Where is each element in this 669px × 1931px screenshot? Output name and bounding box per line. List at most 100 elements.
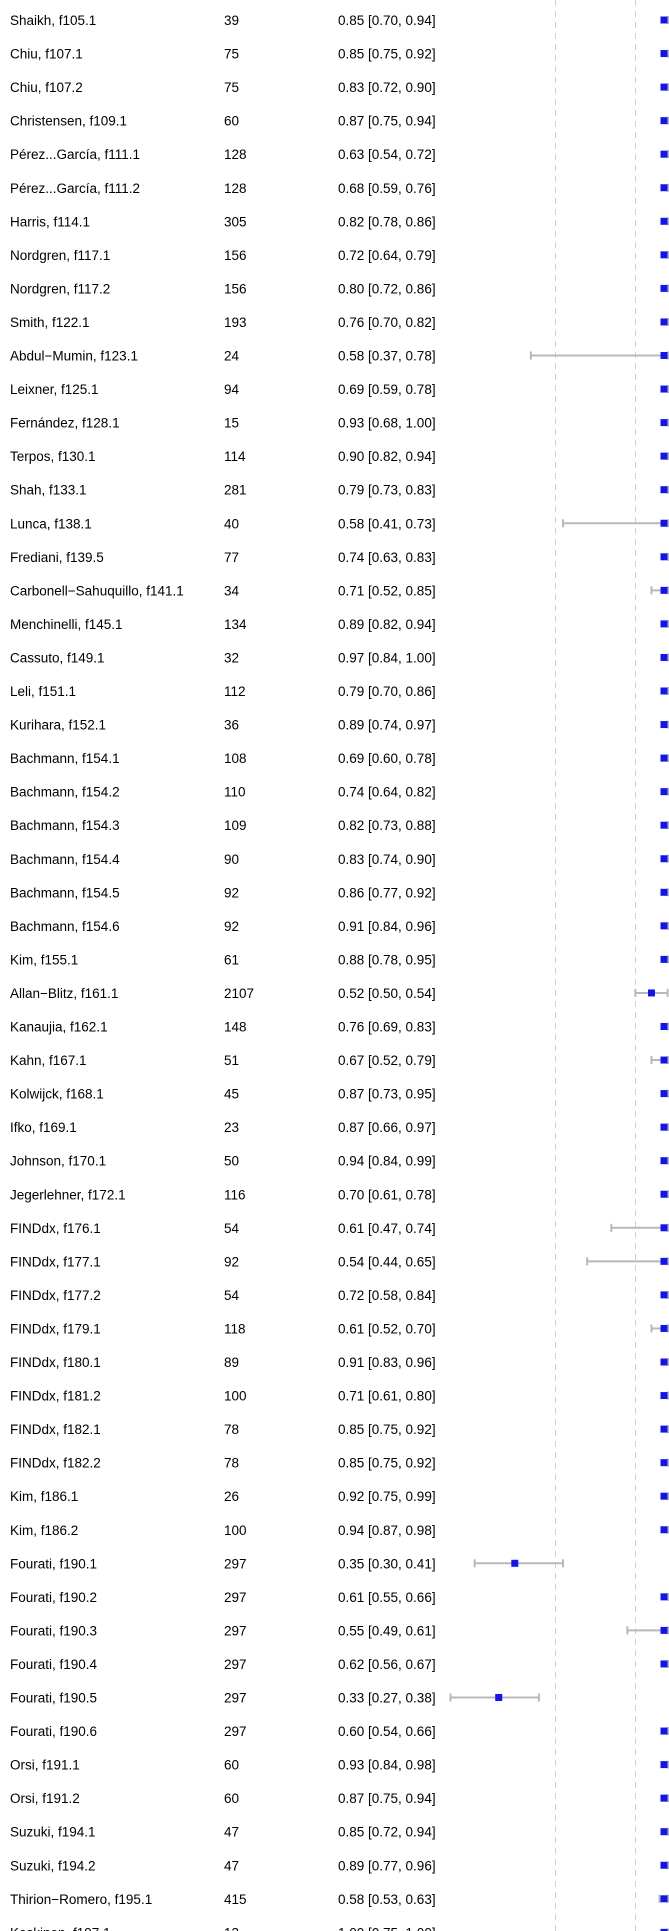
study-label: Fourati, f190.2 (10, 1590, 97, 1605)
study-row: Menchinelli, f145.1 134 0.89 [0.82, 0.94] (10, 617, 669, 632)
study-row: FINDdx, f182.2 78 0.85 [0.75, 0.92] (10, 1456, 669, 1471)
study-row: Orsi, f191.1 60 0.93 [0.84, 0.98] (10, 1758, 669, 1773)
study-row: Bachmann, f154.3 109 0.82 [0.73, 0.88] (10, 818, 669, 833)
study-row: Bachmann, f154.5 92 0.86 [0.77, 0.92] (10, 885, 669, 900)
study-label: FINDdx, f182.1 (10, 1422, 101, 1437)
sample-size: 110 (224, 785, 246, 800)
study-label: Thirion−Romero, f195.1 (10, 1892, 152, 1907)
point-estimate (661, 318, 668, 325)
study-row: FINDdx, f177.2 54 0.72 [0.58, 0.84] (10, 1288, 669, 1303)
study-row: Kim, f186.1 26 0.92 [0.75, 0.99] (10, 1489, 669, 1504)
point-estimate (661, 1359, 668, 1366)
estimate-ci-text: 0.61 [0.52, 0.70] (338, 1321, 436, 1336)
study-row: Fourati, f190.4 297 0.62 [0.56, 0.67] (10, 1657, 669, 1672)
point-estimate (661, 956, 668, 963)
sample-size: 34 (224, 583, 240, 598)
sample-size: 47 (224, 1825, 239, 1840)
study-label: Nordgren, f117.2 (10, 281, 110, 296)
point-estimate (661, 688, 668, 695)
point-estimate (661, 1493, 668, 1500)
sample-size: 297 (224, 1691, 247, 1706)
point-estimate (661, 419, 668, 426)
point-estimate (661, 218, 668, 225)
sample-size: 128 (224, 147, 247, 162)
study-label: Kim, f155.1 (10, 952, 78, 967)
study-rows: Shaikh, f105.1 39 0.85 [0.70, 0.94] Chiu, f… (10, 13, 669, 1931)
study-label: FINDdx, f180.1 (10, 1355, 101, 1370)
study-label: Harris, f114.1 (10, 214, 90, 229)
estimate-ci-text: 0.76 [0.69, 0.83] (338, 1020, 436, 1035)
study-label: FINDdx, f176.1 (10, 1221, 101, 1236)
study-label: FINDdx, f177.2 (10, 1288, 101, 1303)
study-label: Kahn, f167.1 (10, 1053, 87, 1068)
study-row: Shaikh, f105.1 39 0.85 [0.70, 0.94] (10, 13, 669, 28)
point-estimate (661, 553, 668, 560)
sample-size: 77 (224, 550, 239, 565)
sample-size: 60 (224, 114, 239, 129)
estimate-ci-text: 0.91 [0.83, 0.96] (338, 1355, 436, 1370)
point-estimate (661, 1157, 668, 1164)
study-row: Kurihara, f152.1 36 0.89 [0.74, 0.97] (10, 718, 669, 733)
point-estimate (661, 587, 668, 594)
study-row: Fourati, f190.1 297 0.35 [0.30, 0.41] (10, 1556, 563, 1571)
point-estimate (661, 117, 668, 124)
sample-size: 90 (224, 852, 239, 867)
sample-size: 118 (224, 1321, 246, 1336)
estimate-ci-text: 0.35 [0.30, 0.41] (338, 1556, 436, 1571)
sample-size: 75 (224, 80, 239, 95)
estimate-ci-text: 0.85 [0.75, 0.92] (338, 47, 436, 62)
sample-size: 134 (224, 617, 247, 632)
point-estimate (661, 285, 668, 292)
sample-size: 92 (224, 1254, 239, 1269)
study-row: Leli, f151.1 112 0.79 [0.70, 0.86] (10, 684, 669, 699)
study-label: Terpos, f130.1 (10, 449, 96, 464)
study-label: Cassuto, f149.1 (10, 650, 105, 665)
sample-size: 156 (224, 248, 247, 263)
point-estimate (661, 620, 668, 627)
estimate-ci-text: 0.60 [0.54, 0.66] (338, 1724, 436, 1739)
estimate-ci-text: 0.69 [0.59, 0.78] (338, 382, 436, 397)
sample-size: 297 (224, 1657, 247, 1672)
sample-size: 297 (224, 1556, 247, 1571)
study-row: Cassuto, f149.1 32 0.97 [0.84, 1.00] (10, 650, 669, 665)
estimate-ci-text: 0.89 [0.74, 0.97] (338, 718, 436, 733)
estimate-ci-text: 0.61 [0.47, 0.74] (338, 1221, 436, 1236)
estimate-ci-text: 0.61 [0.55, 0.66] (338, 1590, 436, 1605)
sample-size: 193 (224, 315, 247, 330)
estimate-ci-text: 1.00 [0.75, 1.00] (338, 1925, 436, 1931)
estimate-ci-text: 0.68 [0.59, 0.76] (338, 181, 436, 196)
sample-size: 15 (224, 416, 239, 431)
point-estimate (661, 1258, 668, 1265)
sample-size: 24 (224, 349, 240, 364)
study-label: Fourati, f190.6 (10, 1724, 97, 1739)
study-label: Kim, f186.2 (10, 1523, 78, 1538)
study-row: Shah, f133.1 281 0.79 [0.73, 0.83] (10, 483, 669, 498)
study-row: Fourati, f190.6 297 0.60 [0.54, 0.66] (10, 1724, 668, 1739)
point-estimate (661, 1459, 668, 1466)
study-label: Fourati, f190.1 (10, 1556, 97, 1571)
sample-size: 51 (224, 1053, 239, 1068)
study-row: Fourati, f190.3 297 0.55 [0.49, 0.61] (10, 1623, 668, 1638)
study-row: Carbonell−Sahuquillo, f141.1 34 0.71 [0.52… (10, 583, 668, 598)
study-label: Frediani, f139.5 (10, 550, 104, 565)
sample-size: 13 (224, 1925, 239, 1931)
point-estimate (661, 352, 668, 359)
estimate-ci-text: 0.85 [0.75, 0.92] (338, 1422, 436, 1437)
estimate-ci-text: 0.80 [0.72, 0.86] (338, 281, 436, 296)
sample-size: 128 (224, 181, 247, 196)
estimate-ci-text: 0.88 [0.78, 0.95] (338, 952, 436, 967)
study-label: Jegerlehner, f172.1 (10, 1187, 126, 1202)
study-row: Harris, f114.1 305 0.82 [0.78, 0.86] (10, 214, 669, 229)
study-label: Bachmann, f154.4 (10, 852, 120, 867)
study-row: Kolwijck, f168.1 45 0.87 [0.73, 0.95] (10, 1087, 669, 1102)
point-estimate (661, 1660, 668, 1667)
point-estimate (661, 486, 668, 493)
study-row: Bachmann, f154.6 92 0.91 [0.84, 0.96] (10, 919, 669, 934)
sample-size: 297 (224, 1590, 247, 1605)
study-label: Orsi, f191.2 (10, 1791, 80, 1806)
estimate-ci-text: 0.33 [0.27, 0.38] (338, 1691, 436, 1706)
study-row: Abdul−Mumin, f123.1 24 0.58 [0.37, 0.78] (10, 349, 668, 364)
study-row: FINDdx, f177.1 92 0.54 [0.44, 0.65] (10, 1254, 668, 1269)
point-estimate (661, 251, 668, 258)
point-estimate (661, 1023, 668, 1030)
